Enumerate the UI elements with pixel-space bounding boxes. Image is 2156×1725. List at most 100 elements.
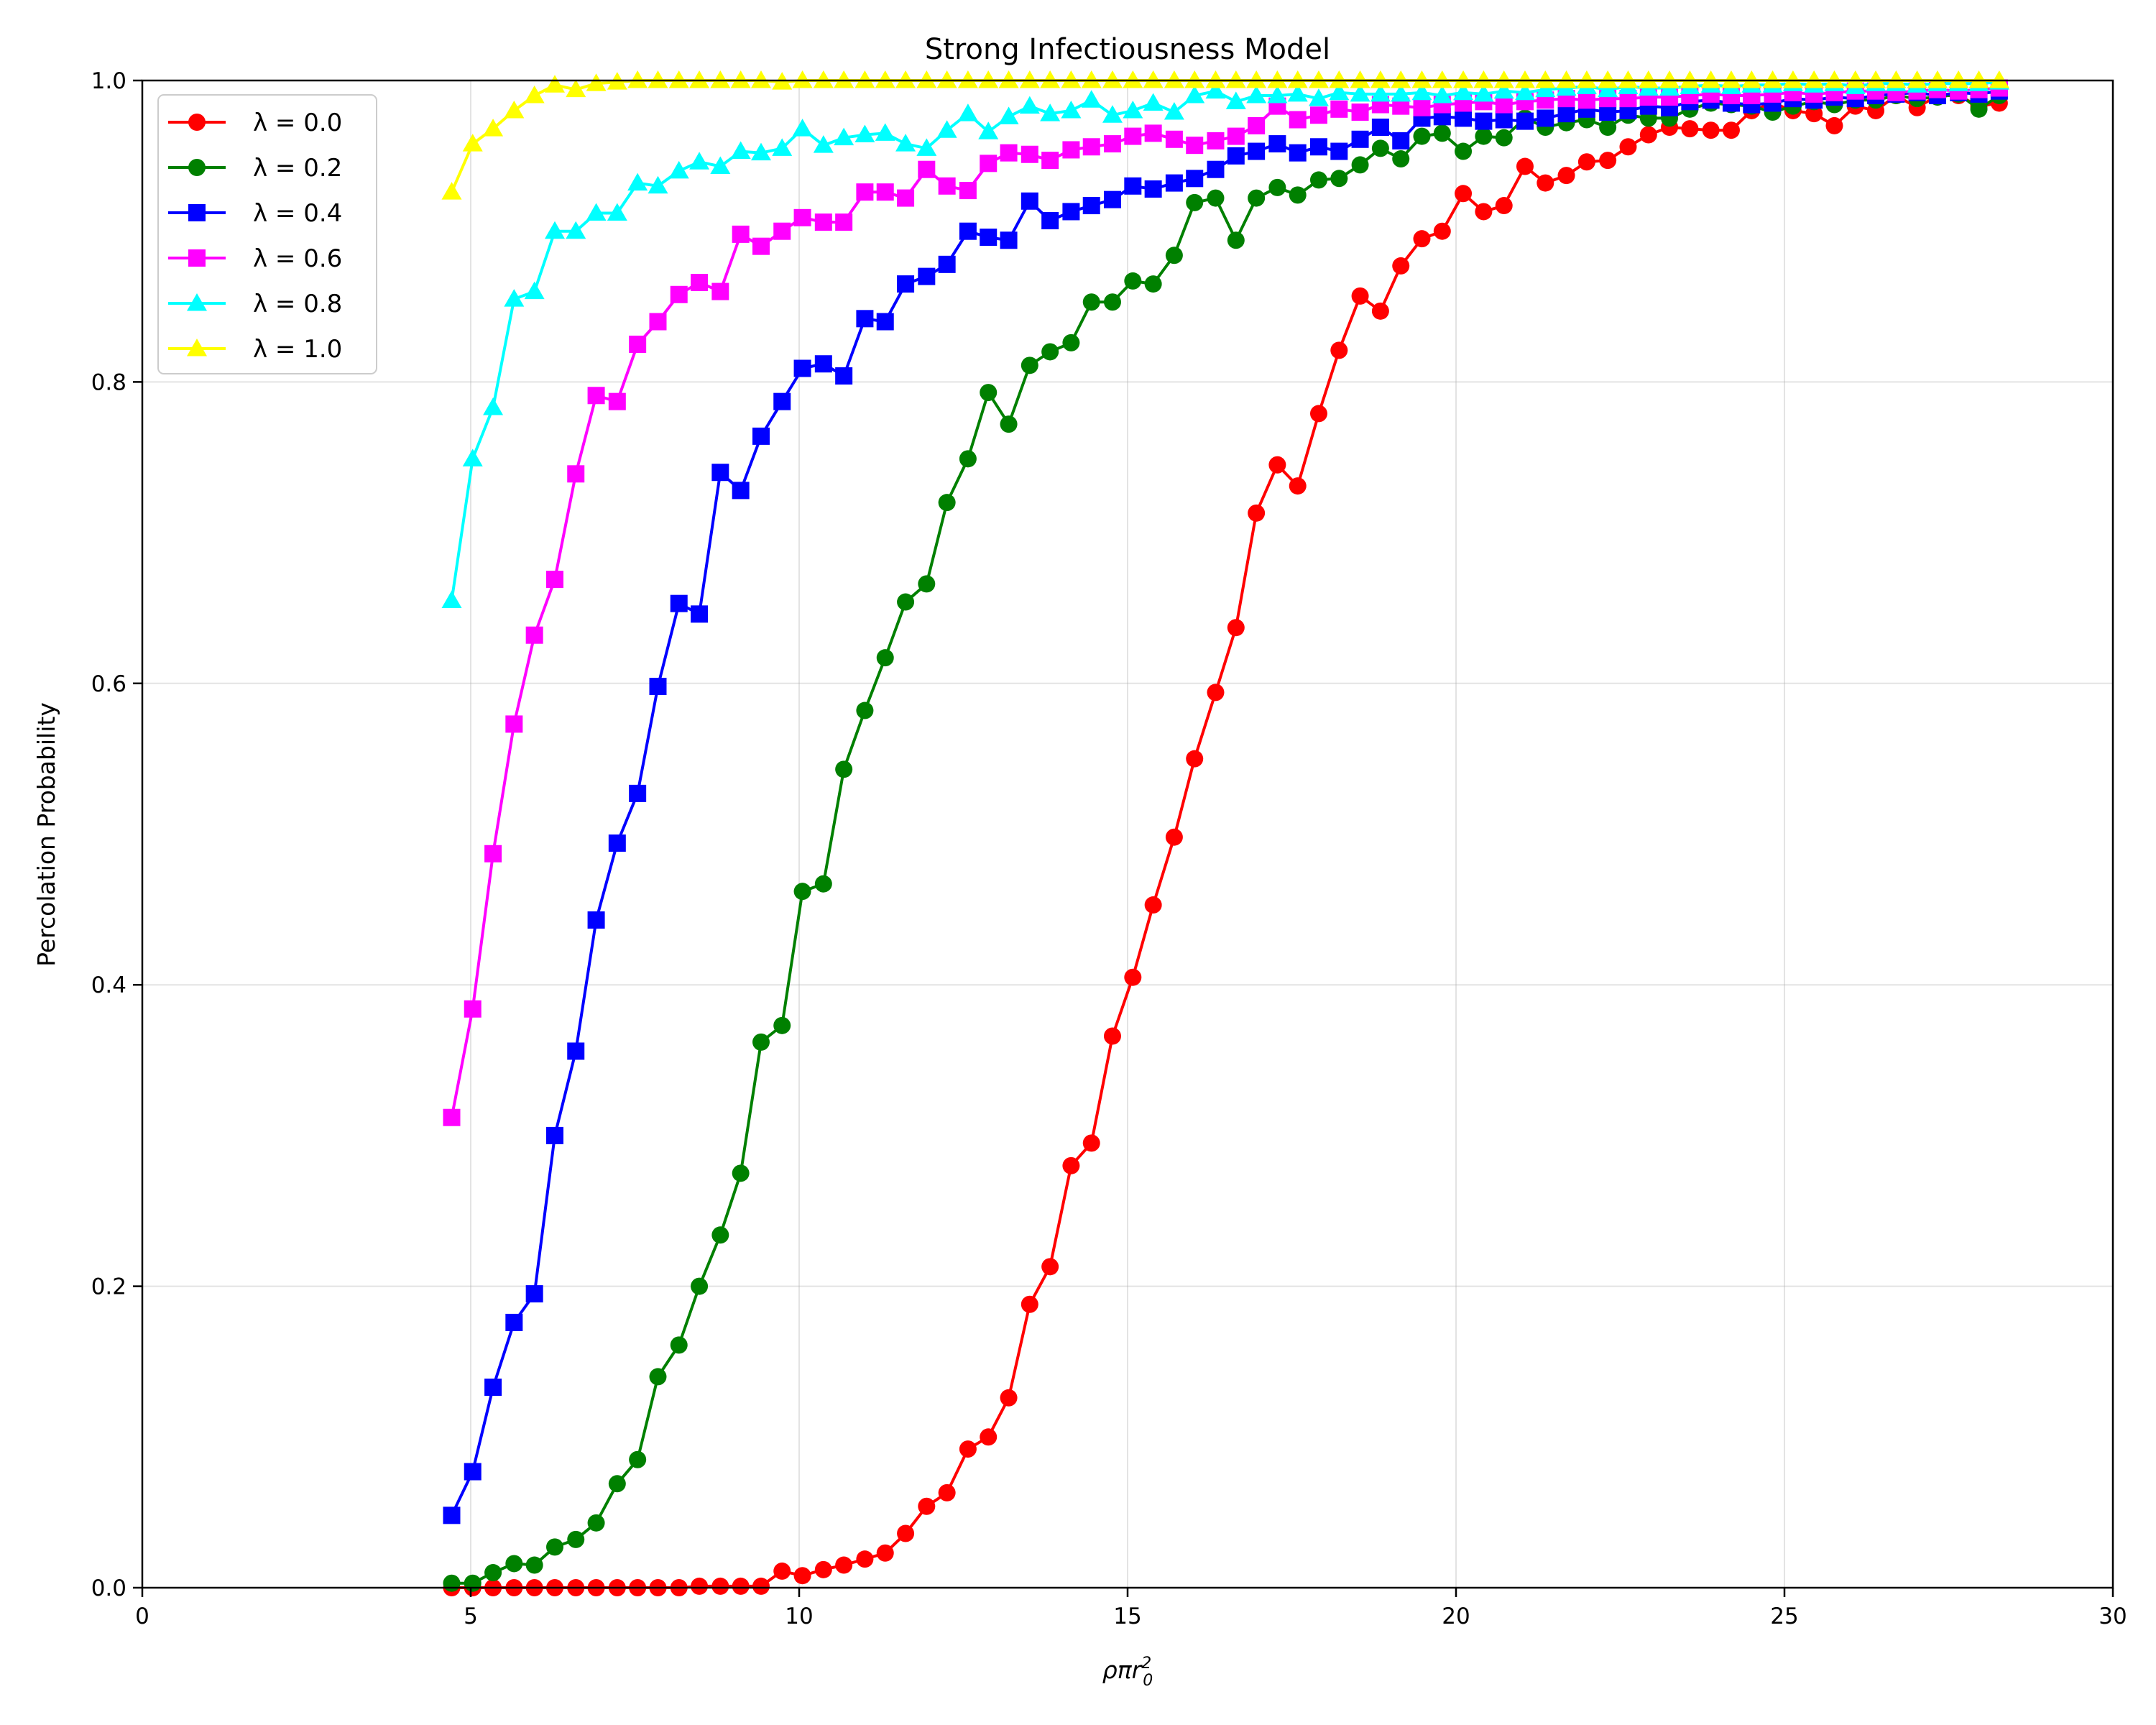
data-point [793, 208, 811, 226]
data-point [545, 1538, 563, 1556]
data-point [648, 175, 668, 194]
data-point [629, 1450, 647, 1468]
data-point [1041, 343, 1059, 361]
data-point [1267, 85, 1288, 104]
data-point [1186, 193, 1204, 211]
data-point [1413, 98, 1431, 116]
data-point [464, 1000, 482, 1018]
x-tick-label: 0 [135, 1604, 149, 1629]
data-point [876, 313, 894, 331]
data-point [1205, 80, 1226, 99]
data-point [1330, 142, 1348, 160]
data-point [1144, 180, 1162, 198]
data-point [1165, 174, 1183, 192]
x-tick-label: 25 [1770, 1604, 1798, 1629]
data-point [1000, 1389, 1018, 1407]
data-point [752, 427, 770, 445]
data-point [1845, 70, 1866, 88]
data-point [483, 119, 504, 137]
data-point [730, 70, 751, 88]
data-point [1164, 102, 1184, 120]
y-tick-label: 0.4 [91, 972, 126, 998]
legend-marker [188, 159, 206, 176]
data-point [711, 282, 729, 300]
data-point [587, 387, 605, 405]
data-point [1599, 152, 1617, 170]
data-point [1825, 116, 1843, 134]
data-point [1144, 275, 1162, 293]
data-point [1062, 141, 1080, 159]
data-point [1824, 70, 1845, 88]
x-axis-label-base: ρπr [1102, 1656, 1143, 1684]
data-point [854, 124, 875, 142]
data-point [1246, 85, 1267, 104]
data-point [567, 465, 585, 483]
data-point [1455, 109, 1473, 127]
data-point [1535, 70, 1556, 88]
data-point [1248, 189, 1266, 207]
data-point [1103, 1027, 1121, 1045]
data-point [1680, 70, 1700, 88]
data-point [897, 1524, 915, 1542]
data-point [525, 1556, 543, 1574]
legend-label: λ = 1.0 [253, 335, 342, 364]
data-point [1329, 82, 1350, 101]
data-point [773, 1562, 791, 1580]
data-point [1453, 82, 1474, 101]
data-point [1411, 82, 1432, 101]
data-point [732, 482, 750, 500]
data-point [1062, 334, 1080, 351]
data-point [648, 70, 668, 88]
data-point [1184, 85, 1205, 104]
data-point [752, 1577, 770, 1595]
data-point [998, 106, 1019, 124]
data-point [959, 1440, 977, 1458]
data-point [668, 160, 689, 179]
data-point [1041, 1258, 1059, 1276]
data-point [1514, 82, 1535, 101]
data-point [980, 229, 998, 247]
legend: λ = 0.0 λ = 0.2 λ = 0.4 λ = 0.6 λ = 0.8 λ = 1… [157, 94, 377, 374]
legend-label: λ = 0.0 [253, 109, 342, 137]
data-point [711, 1577, 729, 1595]
data-point [1681, 120, 1699, 138]
data-point [1557, 105, 1575, 123]
data-point [566, 79, 586, 98]
data-point [1782, 70, 1803, 88]
data-point [1123, 100, 1143, 119]
data-point [1143, 70, 1164, 88]
data-point [938, 255, 956, 273]
data-point [1433, 124, 1451, 142]
series-line [451, 94, 2000, 1589]
data-point [1248, 504, 1266, 522]
data-point [649, 313, 667, 331]
data-point [938, 1484, 956, 1501]
data-point [1207, 132, 1225, 150]
legend-marker [188, 249, 206, 267]
data-point [1225, 70, 1246, 88]
data-point [835, 760, 853, 778]
data-point [1000, 231, 1018, 249]
data-point [897, 593, 915, 611]
data-point [608, 392, 626, 410]
data-point [567, 1042, 585, 1060]
legend-item: λ = 1.0 [168, 335, 342, 364]
data-point [1186, 750, 1204, 768]
data-point [1019, 70, 1040, 88]
data-point [1516, 112, 1534, 130]
data-point [1021, 356, 1038, 374]
data-point [1207, 684, 1225, 702]
data-point [504, 289, 525, 307]
data-point [1455, 185, 1473, 203]
data-point [936, 70, 957, 88]
x-tick-label: 20 [1442, 1604, 1470, 1629]
data-point [1248, 142, 1266, 160]
data-point [1391, 83, 1411, 102]
data-point [916, 138, 937, 156]
x-tick-label: 5 [464, 1604, 478, 1629]
data-point [1123, 70, 1143, 88]
data-point [814, 355, 832, 373]
data-point [813, 135, 834, 153]
data-point [567, 1530, 585, 1548]
